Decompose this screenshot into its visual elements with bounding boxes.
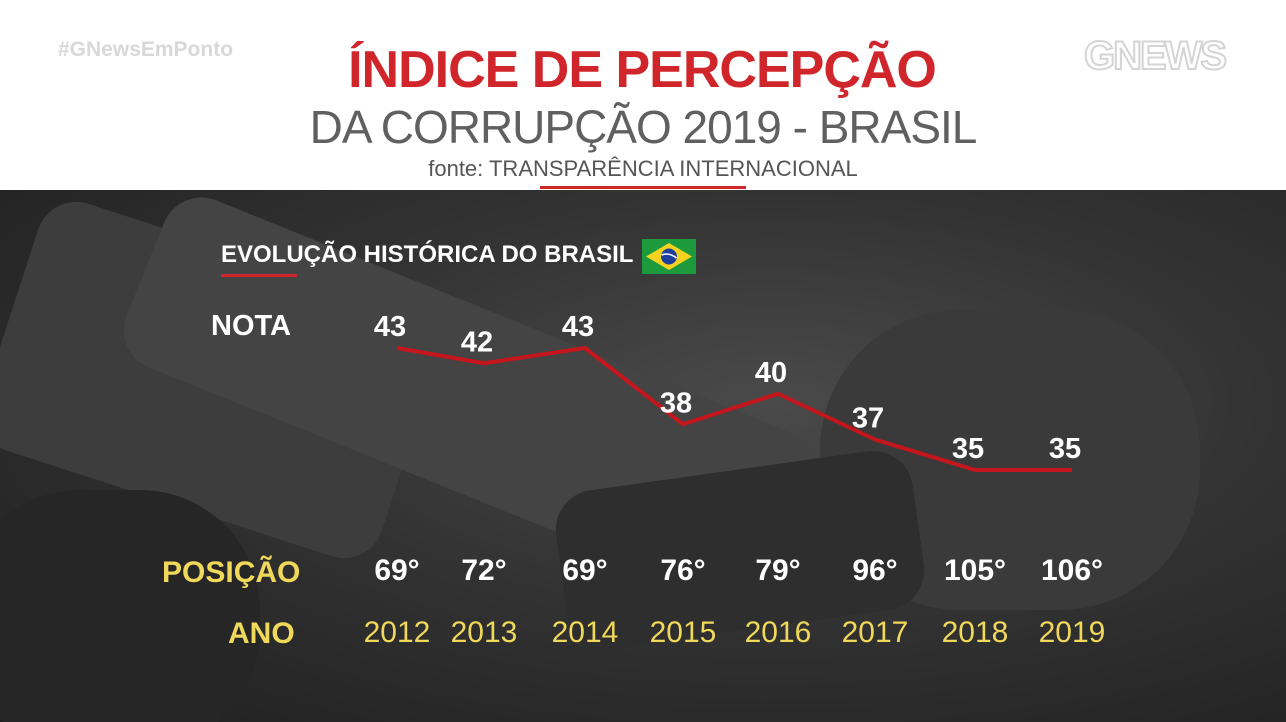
score-data-label: 37 [852,403,884,435]
position-value: 72° [461,554,507,587]
hashtag-text: #GNewsEmPonto [58,38,234,61]
position-value: 69° [374,554,420,587]
score-data-label: 42 [461,326,493,358]
year-tick-label: 2018 [941,616,1009,649]
year-tick-label: 2019 [1038,616,1106,649]
section-title: EVOLUÇÃO HISTÓRICA DO BRASIL [221,241,634,268]
brazil-flag-icon [642,239,696,274]
year-tick-label: 2015 [649,616,717,649]
posicao-row-label: POSIÇÃO [162,556,301,589]
year-tick-label: 2016 [744,616,812,649]
header-panel: #GNewsEmPonto GNEWS ÍNDICE DE PERCEPÇÃO … [0,0,1286,190]
chart-subtitle: DA CORRUPÇÃO 2019 - BRASIL [309,101,978,153]
score-data-label: 38 [660,387,692,419]
gnews-logo: GNEWS [1084,36,1228,74]
position-value: 96° [852,554,898,587]
year-tick-label: 2014 [551,616,619,649]
section-underline [221,274,297,277]
year-tick-label: 2012 [363,616,431,649]
source-text: fonte: TRANSPARÊNCIA INTERNACIONAL [428,156,858,181]
chart-title: ÍNDICE DE PERCEPÇÃO [348,41,937,99]
position-value: 106° [1040,554,1104,587]
nota-row-label: NOTA [211,310,292,342]
position-value: 105° [943,554,1007,587]
score-data-label: 40 [755,357,787,389]
ano-row-label: ANO [228,617,295,650]
score-data-label: 35 [952,433,984,465]
year-tick-label: 2013 [450,616,518,649]
score-data-label: 43 [374,311,406,343]
score-data-label: 43 [562,311,594,343]
score-data-label: 35 [1049,433,1081,465]
year-tick-label: 2017 [841,616,909,649]
score-series-line [396,346,1072,472]
svg-text:GNEWS: GNEWS [1084,36,1226,74]
position-value: 69° [562,554,608,587]
background-photo [0,190,1286,722]
source-underline [540,186,746,189]
position-value: 76° [660,554,706,587]
position-value: 79° [755,554,801,587]
